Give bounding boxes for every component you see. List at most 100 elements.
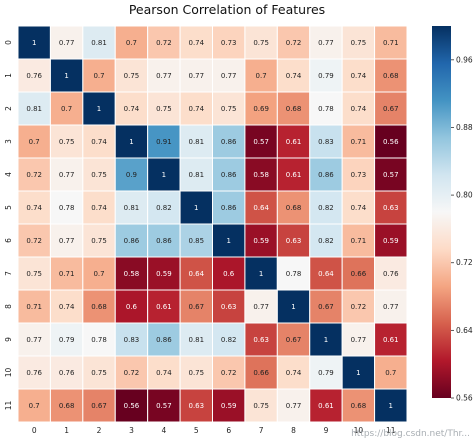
cell-value-label: 0.82 — [318, 237, 334, 245]
y-tick-label: 3 — [4, 139, 13, 144]
cell-value-label: 1 — [97, 105, 101, 113]
cell-value-label: 0.81 — [26, 105, 42, 113]
cell-value-label: 0.75 — [124, 72, 140, 80]
y-tick-label: 4 — [4, 172, 13, 177]
heatmap-cell — [212, 190, 246, 225]
cell-value-label: 0.77 — [59, 171, 75, 179]
cell-value-label: 0.63 — [383, 204, 399, 212]
cell-value-label: 0.69 — [253, 105, 269, 113]
cell-value-label: 0.77 — [286, 402, 302, 410]
heatmap-cell — [212, 91, 246, 126]
x-tick-labels: 0 1 2 3 4 5 6 7 8 9 10 11 — [32, 426, 396, 435]
heatmap-cell — [17, 124, 51, 159]
heatmap-cell — [179, 157, 213, 192]
cell-value-label: 0.82 — [318, 204, 334, 212]
y-tick-label: 0 — [4, 40, 13, 45]
cell-value-label: 0.61 — [156, 303, 172, 311]
cell-value-label: 0.74 — [91, 138, 107, 146]
heatmap-cell — [147, 91, 181, 126]
cell-value-label: 0.83 — [124, 336, 140, 344]
cell-value-label: 0.63 — [253, 336, 269, 344]
cell-value-label: 0.72 — [221, 369, 237, 377]
heatmap-cell — [244, 355, 278, 390]
cell-value-label: 0.83 — [318, 138, 334, 146]
heatmap-cell — [341, 256, 376, 291]
cell-value-label: 0.57 — [383, 171, 399, 179]
heatmap-cell — [309, 58, 343, 93]
heatmap-cell — [17, 256, 51, 291]
cell-value-label: 0.67 — [383, 105, 399, 113]
x-tick-label: 2 — [97, 426, 102, 435]
cell-value-label: 0.57 — [156, 402, 172, 410]
cell-value-label: 0.76 — [26, 72, 42, 80]
cell-value-label: 0.72 — [26, 237, 42, 245]
y-tick-labels: 0 1 2 3 4 5 6 7 8 9 10 11 — [4, 40, 13, 410]
heatmap-cell — [17, 289, 51, 324]
heatmap-cell — [147, 256, 181, 291]
cell-value-label: 0.71 — [383, 39, 399, 47]
cell-value-label: 0.7 — [61, 105, 72, 113]
cell-value-label: 0.77 — [351, 336, 367, 344]
cell-value-label: 0.61 — [318, 402, 334, 410]
cell-value-label: 0.77 — [383, 303, 399, 311]
heatmap-cell — [374, 91, 408, 126]
cell-value-label: 0.75 — [91, 171, 107, 179]
heatmap-cell — [82, 91, 116, 126]
y-tick-label: 8 — [4, 304, 13, 309]
x-tick-label: 0 — [32, 426, 37, 435]
cell-value-label: 0.7 — [93, 72, 104, 80]
heatmap-cell — [17, 157, 51, 192]
colorbar-tick-label: 0.64 — [456, 326, 473, 335]
cell-value-label: 0.58 — [253, 171, 269, 179]
cell-value-label: 0.74 — [26, 204, 42, 212]
heatmap-cell — [374, 289, 408, 324]
cell-value-label: 0.72 — [156, 39, 172, 47]
cell-value-label: 0.75 — [26, 270, 42, 278]
cell-value-label: 1 — [356, 369, 360, 377]
cell-value-label: 0.73 — [221, 39, 237, 47]
cell-value-label: 1 — [291, 303, 295, 311]
heatmap-cell — [309, 25, 343, 60]
cell-value-label: 0.77 — [188, 72, 204, 80]
cell-value-label: 0.75 — [91, 237, 107, 245]
heatmap-cell — [147, 388, 181, 423]
cell-value-label: 0.66 — [351, 270, 367, 278]
heatmap-cell — [114, 223, 149, 258]
cell-value-label: 0.58 — [124, 270, 140, 278]
cell-value-label: 0.71 — [59, 270, 75, 278]
cell-value-label: 0.64 — [318, 270, 334, 278]
heatmap-cell — [49, 388, 84, 423]
heatmap-cell — [341, 58, 376, 93]
cell-value-label: 0.74 — [286, 369, 302, 377]
heatmap-cell — [212, 157, 246, 192]
heatmap-cell — [49, 223, 84, 258]
heatmap-cell — [82, 223, 116, 258]
cell-value-label: 0.77 — [318, 39, 334, 47]
cell-value-label: 0.68 — [286, 204, 302, 212]
cell-value-label: 0.73 — [351, 171, 367, 179]
cell-value-label: 1 — [64, 72, 68, 80]
cell-value-label: 0.59 — [383, 237, 399, 245]
cell-value-label: 0.68 — [91, 303, 107, 311]
y-tick-label: 10 — [4, 368, 13, 378]
cell-value-label: 0.7 — [385, 369, 396, 377]
cell-value-label: 0.57 — [253, 138, 269, 146]
cell-value-label: 1 — [129, 138, 133, 146]
x-tick-label: 1 — [64, 426, 69, 435]
cell-value-label: 0.74 — [91, 204, 107, 212]
heatmap-cell — [179, 124, 213, 159]
heatmap-cell — [341, 157, 376, 192]
heatmap-cell — [244, 322, 278, 357]
heatmap-cell — [49, 157, 84, 192]
heatmap-cells: 1 0.77 0.81 0.7 0.72 0.74 0.73 0.75 0.72 0.77 0.75… — [17, 25, 408, 423]
heatmap-cell — [374, 58, 408, 93]
heatmap-cell — [82, 157, 116, 192]
heatmap-cell — [341, 388, 376, 423]
heatmap-cell — [179, 223, 213, 258]
cell-value-label: 0.74 — [188, 39, 204, 47]
cell-value-label: 0.66 — [253, 369, 269, 377]
heatmap-cell — [17, 355, 51, 390]
cell-value-label: 0.77 — [156, 72, 172, 80]
heatmap-cell — [276, 223, 311, 258]
